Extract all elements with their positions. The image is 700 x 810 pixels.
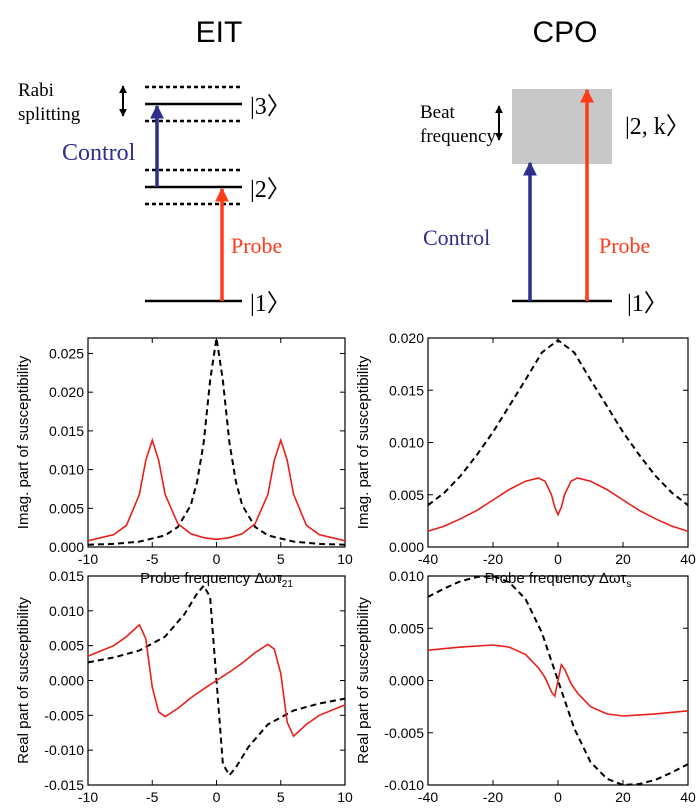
y-tick-label: -0.005 xyxy=(384,725,424,741)
eit-diagram: EIT Rabi splitting |3〉 |2〉 |1〉 Control P… xyxy=(18,16,291,317)
y-tick-label: -0.010 xyxy=(44,742,84,758)
x-tick-label: 40 xyxy=(680,789,696,805)
y-tick-label: 0.010 xyxy=(49,462,84,478)
y-tick-label: 0.000 xyxy=(49,539,84,555)
y-tick-label: 0.000 xyxy=(389,673,424,689)
probe-label: Probe xyxy=(231,233,282,258)
y-tick-label: 0.005 xyxy=(49,500,84,516)
rabi-label-line2: splitting xyxy=(18,104,81,125)
y-tick-label: 0.020 xyxy=(389,330,424,346)
x-tick-label: 20 xyxy=(615,551,631,567)
beat-label-line2: frequency xyxy=(420,126,496,147)
y-tick-label: 0.020 xyxy=(49,384,84,400)
x-tick-label: 5 xyxy=(277,551,285,567)
y-tick-label: 0.000 xyxy=(389,539,424,555)
cpo-control-label: Control xyxy=(423,225,490,250)
x-tick-label: 0 xyxy=(213,551,221,567)
beat-frequency-band xyxy=(512,89,612,164)
eit-title: EIT xyxy=(196,16,243,49)
x-axis-label: Probe frequency Δωτs xyxy=(485,808,632,810)
x-tick-label: 0 xyxy=(213,789,221,805)
y-axis-label: Real part of susceptibility xyxy=(355,597,372,764)
state3-label: |3〉 xyxy=(250,94,291,120)
x-axis-label-subscript: 21 xyxy=(282,579,294,590)
x-tick-label: -10 xyxy=(78,789,98,805)
series-line-solid xyxy=(87,437,346,542)
x-tick-label: 0 xyxy=(554,789,562,805)
y-tick-label: 0.015 xyxy=(49,423,84,439)
x-axis-label: Probe frequency Δωτs xyxy=(485,570,632,590)
state1-label: |1〉 xyxy=(250,291,291,317)
x-tick-label: -20 xyxy=(483,551,503,567)
x-axis-label: Probe frequency Δωτ21 xyxy=(140,808,293,810)
x-tick-label: -40 xyxy=(418,551,438,567)
x-tick-label: 10 xyxy=(337,551,353,567)
y-tick-label: 0.015 xyxy=(389,382,424,398)
y-tick-label: 0.015 xyxy=(49,568,84,584)
chart-cpo-imag: -40 -20 0 20 40 0.000 0.005 0.010 0.015 0.020 Imag… xyxy=(355,330,696,590)
rabi-label-line1: Rabi xyxy=(18,80,54,101)
control-label: Control xyxy=(62,140,136,166)
series-line-solid xyxy=(427,644,689,717)
y-axis-label: Imag. part of susceptibility xyxy=(15,355,32,529)
x-axis-label-subscript: s xyxy=(626,579,631,590)
state2k-label: |2, k〉 xyxy=(625,114,690,140)
x-tick-label: -40 xyxy=(418,789,438,805)
x-tick-label: -20 xyxy=(483,789,503,805)
cpo-probe-label: Probe xyxy=(599,233,650,258)
series-line-solid xyxy=(87,623,346,738)
y-axis-label: Real part of susceptibility xyxy=(15,597,32,764)
x-tick-label: 10 xyxy=(337,789,353,805)
y-tick-label: 0.005 xyxy=(389,620,424,636)
x-tick-label: -5 xyxy=(146,789,159,805)
x-tick-label: 20 xyxy=(615,789,631,805)
y-tick-label: 0.010 xyxy=(49,603,84,619)
beat-label-line1: Beat xyxy=(420,102,456,123)
y-tick-label: 0.010 xyxy=(389,568,424,584)
y-tick-label: 0.005 xyxy=(389,487,424,503)
x-tick-label: 40 xyxy=(680,551,696,567)
y-tick-label: 0.000 xyxy=(49,673,84,689)
y-tick-label: -0.005 xyxy=(44,707,84,723)
series-line-dashed xyxy=(427,338,689,506)
x-tick-label: 0 xyxy=(554,551,562,567)
y-tick-label: 0.005 xyxy=(49,638,84,654)
y-tick-label: 0.010 xyxy=(389,435,424,451)
chart-eit-imag: -10 -5 0 5 10 0.000 0.005 0.010 0.015 0.020 0.025 I… xyxy=(15,337,353,590)
x-tick-label: -5 xyxy=(146,551,159,567)
x-axis-label-main: Probe frequency Δωτ xyxy=(140,570,282,587)
plot-frame xyxy=(87,337,346,548)
x-axis-label-main: Probe frequency Δωτ xyxy=(140,808,282,810)
x-tick-label: 5 xyxy=(277,789,285,805)
y-axis-label: Imag. part of susceptibility xyxy=(355,355,372,529)
cpo-state1-label: |1〉 xyxy=(627,291,668,317)
series-line-solid xyxy=(427,477,689,533)
y-tick-label: -0.015 xyxy=(44,777,84,793)
chart-eit-real: -10 -5 0 5 10 -0.015 -0.010 -0.005 0.000 0.005 0.0… xyxy=(15,568,353,810)
y-tick-label: 0.025 xyxy=(49,345,84,361)
chart-cpo-real: -40 -20 0 20 40 -0.010 -0.005 0.000 0.005 0.010 Re… xyxy=(355,568,696,810)
cpo-title: CPO xyxy=(532,16,597,49)
x-axis-label-main: Probe frequency Δωτ xyxy=(485,808,627,810)
plots: -10 -5 0 5 10 0.000 0.005 0.010 0.015 0.020 0.025 I… xyxy=(15,330,696,810)
cpo-diagram: CPO Beat frequency |2, k〉 |1〉 Control Pr… xyxy=(420,16,690,317)
y-tick-label: -0.010 xyxy=(384,777,424,793)
x-axis-label: Probe frequency Δωτ21 xyxy=(140,570,293,590)
state2-label: |2〉 xyxy=(250,177,291,203)
x-axis-label-main: Probe frequency Δωτ xyxy=(485,570,627,587)
series-line-dashed xyxy=(87,337,346,546)
x-tick-label: -10 xyxy=(78,551,98,567)
